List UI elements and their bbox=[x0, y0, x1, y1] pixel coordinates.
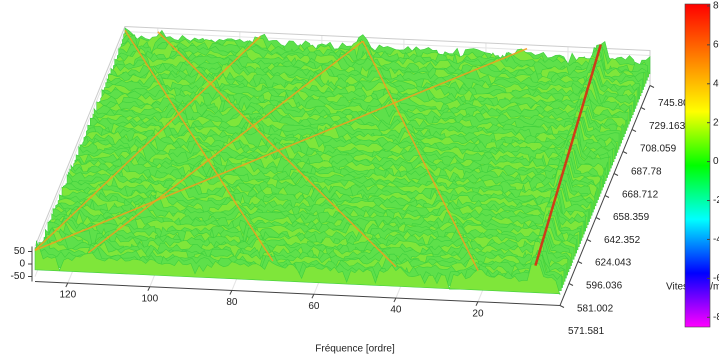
colorbar-tick-label: -40 bbox=[713, 234, 719, 245]
x-tick-label: 120 bbox=[59, 290, 76, 301]
x-tick-label: 20 bbox=[472, 308, 484, 319]
x-tick bbox=[65, 282, 69, 288]
surface-ridge bbox=[362, 40, 479, 271]
surface-ridge bbox=[124, 29, 274, 262]
x-tick bbox=[229, 290, 233, 295]
y-tick bbox=[568, 283, 574, 286]
x-axis-label: Fréquence [ordre] bbox=[315, 344, 395, 355]
x-tick-label: 100 bbox=[142, 293, 159, 304]
y-tick bbox=[595, 217, 601, 220]
surface-ridge bbox=[34, 35, 261, 251]
y-tick-label: 729.163 bbox=[649, 121, 686, 132]
x-tick-label: 80 bbox=[226, 297, 238, 308]
surface-strip bbox=[37, 236, 563, 288]
colorbar-tick-label: -80 bbox=[713, 312, 719, 323]
surface-strip bbox=[34, 246, 561, 295]
y-tick bbox=[640, 107, 646, 110]
colorbar: -80 -60 -40 -20 0 20 40 60 80 bbox=[684, 1, 719, 328]
colorbar-tick-label: 80 bbox=[713, 1, 719, 12]
x-tick bbox=[393, 297, 397, 303]
colorbar-tick-label: 40 bbox=[713, 78, 719, 89]
x-tick bbox=[147, 286, 151, 291]
y-tick-label: 596.036 bbox=[586, 281, 623, 292]
y-tick-label: 668.712 bbox=[622, 189, 659, 200]
y-tick-label: 624.043 bbox=[595, 258, 632, 269]
surface-ridge bbox=[34, 47, 528, 252]
y-tick bbox=[631, 129, 637, 132]
x-tick-label: 40 bbox=[390, 305, 402, 316]
x-tick-label: 60 bbox=[308, 301, 320, 312]
y-tick bbox=[577, 261, 583, 264]
axes: 20 40 60 80 100 120 571.581 581.002 596.036 624.0… bbox=[11, 85, 689, 337]
x-tick bbox=[475, 301, 479, 306]
axes-wall bbox=[34, 26, 126, 247]
surface-ridge bbox=[534, 44, 602, 266]
surface-strip bbox=[90, 112, 616, 160]
surface bbox=[34, 27, 651, 295]
y-tick-label: 642.352 bbox=[604, 235, 641, 246]
x-tick bbox=[311, 294, 315, 299]
y-tick bbox=[559, 305, 565, 308]
y-tick-label: 687.78 bbox=[631, 167, 662, 178]
y-tick bbox=[586, 239, 592, 242]
y-tick-label: 708.059 bbox=[640, 144, 677, 155]
colorbar-tick-label: 60 bbox=[713, 40, 719, 51]
colorbar-tick-label: -20 bbox=[713, 195, 719, 206]
y-tick bbox=[622, 151, 628, 154]
surface-ridge bbox=[157, 31, 397, 268]
y-tick-label: 571.581 bbox=[568, 326, 605, 337]
colorbar-tick-label: 0 bbox=[713, 156, 719, 167]
z-tick-label: 0 bbox=[19, 259, 25, 270]
z-tick-label: -50 bbox=[11, 271, 26, 282]
z-tick-label: 50 bbox=[14, 246, 26, 257]
y-tick bbox=[649, 85, 655, 88]
y-tick-label: 581.002 bbox=[577, 303, 614, 314]
y-tick-label: 658.359 bbox=[613, 212, 650, 223]
y-tick bbox=[613, 173, 619, 176]
colorbar-tick-label: 20 bbox=[713, 117, 719, 128]
colorbar-fill bbox=[684, 3, 711, 328]
y-tick bbox=[604, 195, 610, 198]
colorbar-tick-label: -60 bbox=[713, 273, 719, 284]
surface-ridge bbox=[87, 40, 364, 254]
y-tick-label: 745.80 bbox=[658, 98, 689, 109]
